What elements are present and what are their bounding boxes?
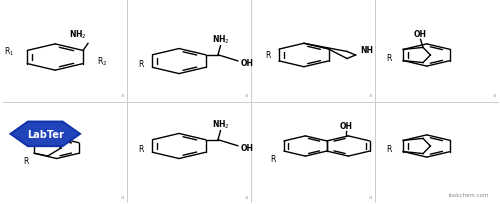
Text: OH: OH: [240, 144, 254, 153]
Text: NH: NH: [360, 46, 374, 55]
Text: R: R: [386, 53, 392, 62]
Text: R: R: [386, 144, 392, 153]
Text: a: a: [369, 194, 372, 198]
Text: a: a: [492, 93, 496, 98]
Text: R: R: [270, 154, 276, 163]
Text: a: a: [369, 93, 372, 98]
Text: OH: OH: [340, 121, 352, 130]
Text: R: R: [23, 156, 28, 165]
Text: R: R: [265, 51, 270, 60]
Text: R: R: [138, 144, 143, 153]
Text: lookchem.com: lookchem.com: [448, 192, 488, 197]
Text: a: a: [245, 93, 248, 98]
Text: a: a: [121, 93, 124, 98]
Text: LabTer: LabTer: [27, 129, 64, 139]
Text: R$_1$: R$_1$: [4, 45, 14, 57]
Text: OH: OH: [240, 59, 254, 68]
Text: R: R: [138, 60, 143, 69]
Text: a: a: [121, 194, 124, 198]
Text: R$_2$: R$_2$: [98, 55, 108, 68]
Text: OH: OH: [414, 30, 427, 39]
Text: a: a: [245, 194, 248, 198]
Text: NH$_2$: NH$_2$: [212, 118, 229, 130]
Text: NH$_2$: NH$_2$: [68, 28, 86, 41]
Text: OH: OH: [42, 120, 56, 129]
Polygon shape: [10, 122, 80, 146]
Text: NH$_2$: NH$_2$: [212, 33, 229, 46]
